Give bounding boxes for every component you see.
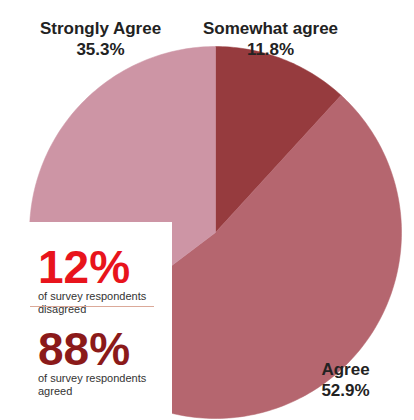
html-text:of survey respondents disagree: of survey respondents disagreed	[38, 290, 147, 315]
html-text:of survey respondents agreed: of survey respondents agreed	[38, 372, 147, 397]
svg-text:Agree52.9%: Agree52.9%	[321, 360, 369, 400]
html-text:12%: 12%	[38, 241, 131, 293]
html-text:88%: 88%	[38, 323, 131, 375]
svg-text:Strongly Agree35.3%: Strongly Agree35.3%	[40, 19, 161, 59]
svg-text:Somewhat agree11.8%: Somewhat agree11.8%	[203, 19, 338, 59]
